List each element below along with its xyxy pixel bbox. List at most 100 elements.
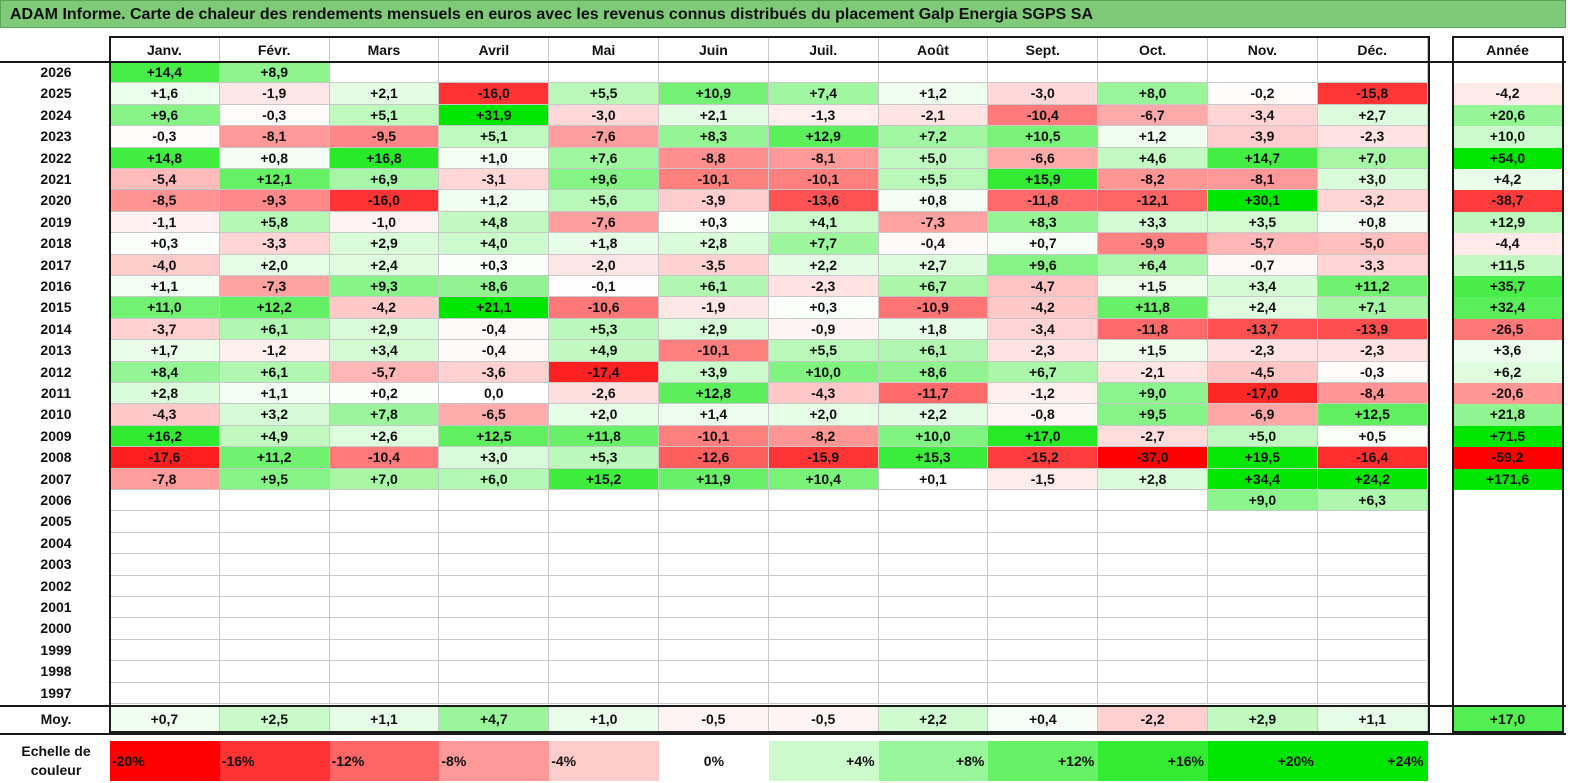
- year-label: 2008: [40, 449, 72, 466]
- heatmap-cell: -16,0: [329, 190, 440, 212]
- heatmap-cell: +9,0: [1098, 383, 1208, 405]
- heatmap-cell: +30,1: [1208, 190, 1318, 212]
- heatmap-cell: [329, 554, 440, 576]
- heatmap-cell: [1208, 554, 1318, 576]
- annual-cell: +71,5: [1453, 425, 1562, 448]
- annual-cell: -26,5: [1453, 318, 1562, 341]
- annual-cell: [1453, 682, 1562, 704]
- heatmap-cell: [878, 532, 989, 555]
- heatmap-cell: -2,3: [1317, 126, 1428, 148]
- heatmap-cell: +0,2: [329, 383, 440, 405]
- heatmap-cell: [878, 554, 989, 576]
- heatmap-cell: +14,8: [110, 147, 220, 169]
- heatmap-cell: [768, 532, 879, 555]
- color-scale-swatch: +16%: [1098, 741, 1208, 781]
- annual-cell: [1453, 532, 1562, 555]
- heatmap-cell: [768, 597, 879, 619]
- heatmap-cell: -3,9: [659, 190, 769, 212]
- color-scale-swatch: -4%: [549, 741, 659, 781]
- heatmap-cell: -7,6: [549, 126, 659, 148]
- heatmap-cell: +2,1: [659, 104, 769, 127]
- annual-cell: [1453, 554, 1562, 576]
- heatmap-cell: -5,7: [1208, 233, 1318, 255]
- year-label: 2018: [40, 235, 72, 252]
- heatmap-cell: [549, 597, 659, 619]
- heatmap-cell: -3,7: [110, 318, 220, 341]
- heatmap-cell: -0,3: [1317, 361, 1428, 383]
- heatmap-cell: -0,8: [988, 404, 1099, 426]
- heatmap-cell: -2,6: [549, 383, 659, 405]
- year-label: 2025: [40, 85, 72, 102]
- heatmap-cell: +2,9: [329, 233, 440, 255]
- heatmap-cell: +12,8: [659, 383, 769, 405]
- heatmap-cell: -15,8: [1317, 83, 1428, 105]
- heatmap-cell: [1098, 618, 1208, 640]
- heatmap-cell: -0,3: [219, 104, 330, 127]
- year-label: 2026: [40, 64, 72, 80]
- heatmap-cell: +8,0: [1098, 83, 1208, 105]
- heatmap-cell: [878, 62, 989, 84]
- heatmap-cell: -3,2: [1317, 190, 1428, 212]
- heatmap-cell: [1098, 511, 1208, 533]
- heatmap-cell: [549, 511, 659, 533]
- heatmap-cell: +6,1: [659, 276, 769, 298]
- heatmap-cell: +12,5: [1317, 404, 1428, 426]
- heatmap-cell: +9,6: [110, 104, 220, 127]
- annual-cell: +20,6: [1453, 104, 1562, 127]
- heatmap-cell: +7,8: [329, 404, 440, 426]
- heatmap-cell: +21,1: [439, 297, 550, 319]
- heatmap-cell: [110, 639, 220, 662]
- heatmap-cell: [439, 554, 550, 576]
- heatmap-cell: [988, 511, 1099, 533]
- heatmap-cell: +8,6: [439, 276, 550, 298]
- chart-title: ADAM Informe. Carte de chaleur des rende…: [0, 0, 1566, 28]
- color-scale-swatch: -20%: [110, 741, 220, 781]
- heatmap-cell: [549, 490, 659, 512]
- heatmap-cell: +3,2: [219, 404, 330, 426]
- heatmap-cell: -0,4: [439, 318, 550, 341]
- heatmap-cell: [1208, 575, 1318, 597]
- heatmap-cell: -8,8: [659, 147, 769, 169]
- month-header: Févr.: [219, 38, 330, 62]
- heatmap-cell: -0,9: [768, 318, 879, 341]
- heatmap-cell: +3,0: [439, 447, 550, 469]
- average-cell: +0,4: [988, 707, 1099, 732]
- heatmap-cell: [878, 661, 989, 683]
- heatmap-cell: +10,0: [768, 361, 879, 383]
- heatmap-cell: +1,5: [1098, 276, 1208, 298]
- heatmap-cell: [439, 682, 550, 704]
- average-cell: +1,0: [549, 707, 659, 732]
- heatmap-cell: +3,0: [1317, 169, 1428, 191]
- heatmap-cell: +4,9: [219, 425, 330, 448]
- heatmap-cell: +9,5: [1098, 404, 1208, 426]
- heatmap-cell: +31,9: [439, 104, 550, 127]
- heatmap-cell: +2,8: [659, 233, 769, 255]
- heatmap-cell: [329, 597, 440, 619]
- annual-cell: +11,5: [1453, 254, 1562, 276]
- heatmap-cell: +1,5: [1098, 340, 1208, 362]
- heatmap-cell: -37,0: [1098, 447, 1208, 469]
- heatmap-cell: [1208, 639, 1318, 662]
- heatmap-cell: [439, 618, 550, 640]
- heatmap-cell: +11,2: [1317, 276, 1428, 298]
- heatmap-cell: [878, 597, 989, 619]
- heatmap-cell: [549, 62, 659, 84]
- heatmap-cell: +16,8: [329, 147, 440, 169]
- heatmap-cell: [439, 532, 550, 555]
- color-scale-swatch: 0%: [659, 741, 769, 781]
- heatmap-cell: +5,3: [549, 318, 659, 341]
- heatmap-cell: -3,1: [439, 169, 550, 191]
- heatmap-cell: -3,0: [549, 104, 659, 127]
- heatmap-cell: +2,2: [768, 254, 879, 276]
- heatmap-cell: -4,2: [329, 297, 440, 319]
- heatmap-cell: 0,0: [439, 383, 550, 405]
- heatmap-cell: [878, 682, 989, 704]
- heatmap-cell: [1098, 554, 1208, 576]
- annual-cell: +32,4: [1453, 297, 1562, 319]
- year-label: 2021: [40, 171, 72, 187]
- average-cell: +1,1: [329, 707, 440, 732]
- heatmap-cell: +3,4: [329, 340, 440, 362]
- heatmap-cell: -4,3: [768, 383, 879, 405]
- heatmap-cell: [1098, 62, 1208, 84]
- heatmap-cell: -10,1: [659, 169, 769, 191]
